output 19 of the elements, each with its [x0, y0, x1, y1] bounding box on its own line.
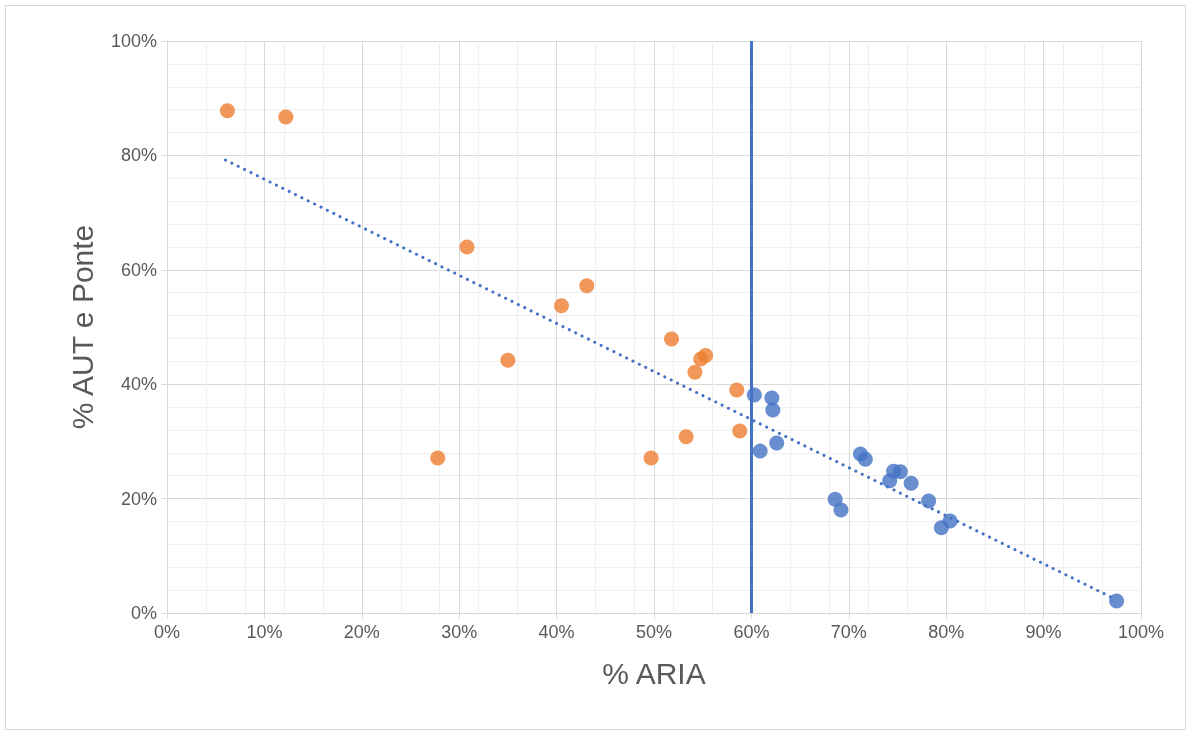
x-tick-label: 10% — [246, 622, 283, 642]
x-tick-label: 100% — [1117, 622, 1165, 642]
x-axis-title: % ARIA — [602, 656, 706, 690]
y-tick-label: 0% — [130, 603, 157, 623]
y-axis-title: % AUT e Ponte — [65, 224, 99, 430]
x-tick-label: 60% — [733, 622, 770, 642]
x-tick-label: 80% — [928, 622, 965, 642]
x-tick-label: 30% — [441, 622, 478, 642]
y-tick-label: 100% — [110, 31, 157, 51]
x-tick-label: 50% — [635, 622, 673, 642]
y-tick-label: 40% — [120, 374, 157, 395]
x-tick-label: 40% — [538, 622, 575, 642]
x-tick-label: 70% — [830, 622, 867, 642]
x-tick-label: 90% — [1025, 622, 1062, 642]
x-tick-label: 0% — [153, 622, 181, 642]
y-tick-label: 20% — [120, 488, 157, 509]
y-tick-label: 60% — [120, 259, 157, 280]
x-tick-label: 20% — [343, 622, 380, 642]
y-tick-label: 80% — [120, 145, 157, 166]
